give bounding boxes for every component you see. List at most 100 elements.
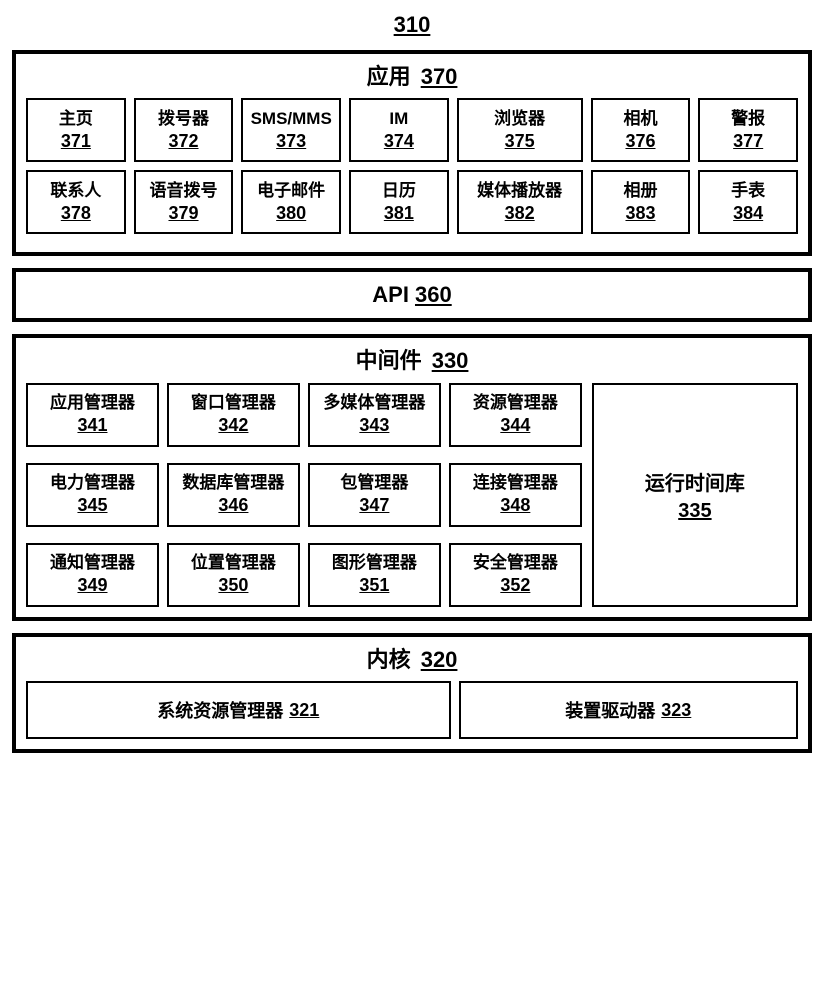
app-num: 383: [625, 203, 655, 224]
kernel-right-num: 323: [661, 700, 691, 721]
middleware-layer: 中间件 330 应用管理器341 窗口管理器342 多媒体管理器343 资源管理…: [12, 334, 812, 620]
app-label: 相机: [623, 109, 657, 129]
mw-num: 352: [500, 575, 530, 596]
mw-label: 位置管理器: [191, 553, 276, 573]
mw-box: 资源管理器344: [449, 383, 582, 447]
middleware-title: 中间件 330: [356, 348, 469, 374]
app-label: 电子邮件: [257, 181, 325, 201]
app-num: 384: [733, 203, 763, 224]
app-box: 媒体播放器382: [457, 170, 583, 234]
mw-num: 344: [500, 415, 530, 436]
mw-label: 通知管理器: [50, 553, 135, 573]
mw-box: 窗口管理器342: [167, 383, 300, 447]
app-num: 380: [276, 203, 306, 224]
kernel-left-label: 系统资源管理器: [157, 697, 283, 723]
mw-num: 347: [359, 495, 389, 516]
app-num: 376: [625, 131, 655, 152]
applications-title-label: 应用: [367, 64, 411, 89]
mw-label: 包管理器: [340, 473, 408, 493]
app-box: 拨号器372: [134, 98, 234, 162]
mw-box: 电力管理器345: [26, 463, 159, 527]
app-label: 浏览器: [494, 109, 545, 129]
mw-box: 通知管理器349: [26, 543, 159, 607]
app-label: 拨号器: [158, 109, 209, 129]
runtime-container: 运行时间库 335: [592, 383, 798, 607]
app-num: 375: [505, 131, 535, 152]
diagram-top-number: 310: [394, 12, 431, 37]
kernel-title-label: 内核: [367, 647, 411, 672]
app-box: 联系人378: [26, 170, 126, 234]
mw-num: 343: [359, 415, 389, 436]
app-label: 主页: [59, 109, 93, 129]
mw-num: 346: [218, 495, 248, 516]
kernel-box-right: 装置驱动器 323: [459, 681, 798, 739]
app-num: 373: [276, 131, 306, 152]
middleware-title-label: 中间件: [356, 348, 422, 373]
api-layer: API 360: [12, 268, 812, 322]
app-box: 语音拨号379: [134, 170, 234, 234]
mw-label: 多媒体管理器: [323, 393, 425, 413]
mw-box: 连接管理器348: [449, 463, 582, 527]
app-label: 警报: [731, 109, 765, 129]
app-box: 浏览器375: [457, 98, 583, 162]
app-box: 相册383: [591, 170, 691, 234]
mw-box: 应用管理器341: [26, 383, 159, 447]
mw-num: 349: [77, 575, 107, 596]
applications-row-1: 主页371 拨号器372 SMS/MMS373 IM374 浏览器375 相机3…: [26, 98, 798, 162]
kernel-left-num: 321: [289, 700, 319, 721]
mw-label: 安全管理器: [473, 553, 558, 573]
mw-num: 350: [218, 575, 248, 596]
middleware-grid: 应用管理器341 窗口管理器342 多媒体管理器343 资源管理器344 电力管…: [26, 383, 798, 607]
app-num: 372: [168, 131, 198, 152]
kernel-layer: 内核 320 系统资源管理器 321 装置驱动器 323: [12, 633, 812, 753]
api-num: 360: [415, 282, 452, 308]
applications-row-2: 联系人378 语音拨号379 电子邮件380 日历381 媒体播放器382 相册…: [26, 170, 798, 234]
app-label: IM: [389, 109, 408, 129]
applications-title: 应用 370: [367, 64, 458, 90]
mw-box: 包管理器347: [308, 463, 441, 527]
app-box: 日历381: [349, 170, 449, 234]
mw-box: 位置管理器350: [167, 543, 300, 607]
app-box: 手表384: [698, 170, 798, 234]
mw-num: 341: [77, 415, 107, 436]
runtime-box: 运行时间库 335: [592, 383, 798, 607]
runtime-label: 运行时间库: [645, 467, 745, 496]
mw-num: 348: [500, 495, 530, 516]
app-box: 相机376: [591, 98, 691, 162]
applications-layer: 应用 370 主页371 拨号器372 SMS/MMS373 IM374 浏览器…: [12, 50, 812, 256]
applications-title-num: 370: [421, 64, 458, 89]
app-box: 主页371: [26, 98, 126, 162]
mw-label: 连接管理器: [473, 473, 558, 493]
middleware-row: 电力管理器345 数据库管理器346 包管理器347 连接管理器348: [26, 463, 582, 527]
app-label: 日历: [382, 181, 416, 201]
mw-label: 电力管理器: [50, 473, 135, 493]
app-num: 381: [384, 203, 414, 224]
runtime-num: 335: [678, 500, 711, 523]
app-label: 联系人: [50, 181, 101, 201]
middleware-managers: 应用管理器341 窗口管理器342 多媒体管理器343 资源管理器344 电力管…: [26, 383, 582, 607]
mw-num: 342: [218, 415, 248, 436]
mw-box: 数据库管理器346: [167, 463, 300, 527]
mw-num: 351: [359, 575, 389, 596]
mw-label: 应用管理器: [50, 393, 135, 413]
app-label: 媒体播放器: [477, 181, 562, 201]
middleware-row: 通知管理器349 位置管理器350 图形管理器351 安全管理器352: [26, 543, 582, 607]
kernel-right-label: 装置驱动器: [565, 697, 655, 723]
mw-num: 345: [77, 495, 107, 516]
mw-box: 图形管理器351: [308, 543, 441, 607]
mw-label: 资源管理器: [473, 393, 558, 413]
app-box: 警报377: [698, 98, 798, 162]
app-num: 379: [168, 203, 198, 224]
mw-label: 数据库管理器: [182, 473, 284, 493]
mw-label: 窗口管理器: [191, 393, 276, 413]
app-label: 相册: [623, 181, 657, 201]
app-num: 374: [384, 131, 414, 152]
app-box: SMS/MMS373: [241, 98, 341, 162]
mw-box: 多媒体管理器343: [308, 383, 441, 447]
kernel-title-num: 320: [421, 647, 458, 672]
kernel-box-left: 系统资源管理器 321: [26, 681, 451, 739]
app-label: SMS/MMS: [251, 109, 332, 129]
app-box: 电子邮件380: [241, 170, 341, 234]
kernel-row: 系统资源管理器 321 装置驱动器 323: [26, 681, 798, 739]
app-box: IM374: [349, 98, 449, 162]
